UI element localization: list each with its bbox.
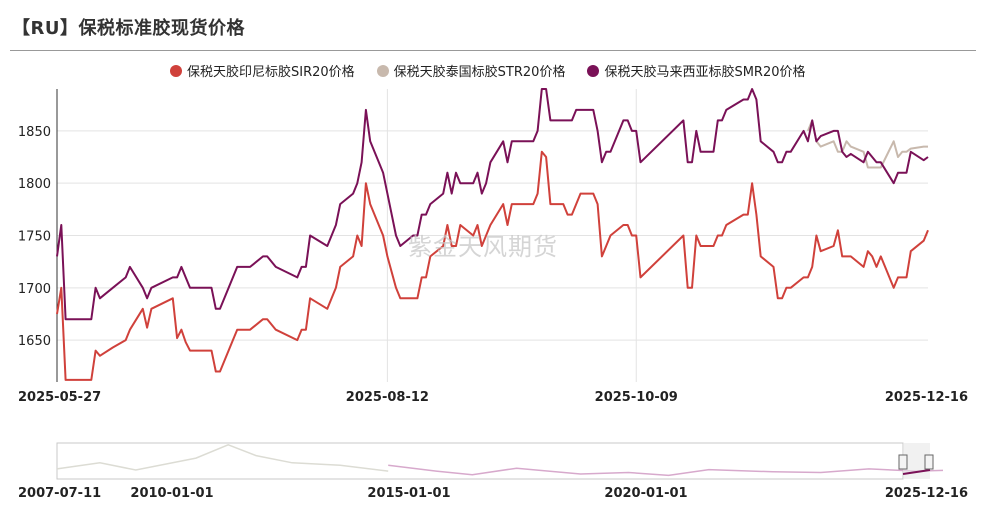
navigator-label: 2020-01-01	[604, 486, 687, 501]
legend-item-sir[interactable]: 保税天胶印尼标胶SIR20价格	[170, 61, 355, 80]
x-tick-label: 2025-10-09	[595, 390, 678, 405]
chart-legend: 保税天胶印尼标胶SIR20价格 保税天胶泰国标胶STR20价格 保税天胶马来西亚…	[170, 61, 806, 80]
series-line-str	[806, 119, 928, 169]
navigator-label: 2015-01-01	[367, 486, 450, 501]
legend-marker-sir	[170, 64, 182, 77]
x-tick-label: 2025-05-27	[18, 390, 101, 405]
legend-label-sir: 保税天胶印尼标胶SIR20价格	[187, 65, 355, 80]
title-divider	[10, 50, 976, 51]
watermark: 紫金天风期货	[408, 233, 558, 261]
legend-item-smr[interactable]: 保税天胶马来西亚标胶SMR20价格	[587, 61, 806, 80]
legend-marker-str	[376, 64, 389, 77]
series-line-sir	[56, 150, 929, 381]
page-title: 【RU】保税标准胶现货价格	[12, 18, 245, 39]
navigator-handle-right[interactable]	[924, 454, 934, 470]
x-tick-label: 2025-08-12	[346, 390, 429, 405]
navigator-label: 2010-01-01	[130, 486, 213, 501]
navigator-trace-early	[56, 443, 389, 472]
y-tick-label: 1750	[18, 230, 51, 245]
navigator-selection-trace	[902, 469, 931, 475]
legend-item-str[interactable]: 保税天胶泰国标胶STR20价格	[376, 61, 566, 80]
y-tick-label: 1850	[18, 125, 51, 140]
x-tick-label: 2025-12-16	[885, 390, 968, 405]
navigator-trace-recent	[388, 464, 944, 477]
y-tick-label: 1650	[18, 334, 51, 349]
navigator-handle-left[interactable]	[898, 454, 908, 470]
legend-marker-smr	[587, 64, 600, 77]
y-tick-label: 1800	[18, 177, 51, 192]
navigator-label: 2007-07-11	[18, 486, 101, 501]
y-tick-label: 1700	[18, 282, 51, 297]
navigator-label: 2025-12-16	[885, 486, 968, 501]
series-line-smr	[56, 88, 929, 321]
legend-label-smr: 保税天胶马来西亚标胶SMR20价格	[604, 65, 806, 80]
legend-label-str: 保税天胶泰国标胶STR20价格	[393, 65, 566, 80]
